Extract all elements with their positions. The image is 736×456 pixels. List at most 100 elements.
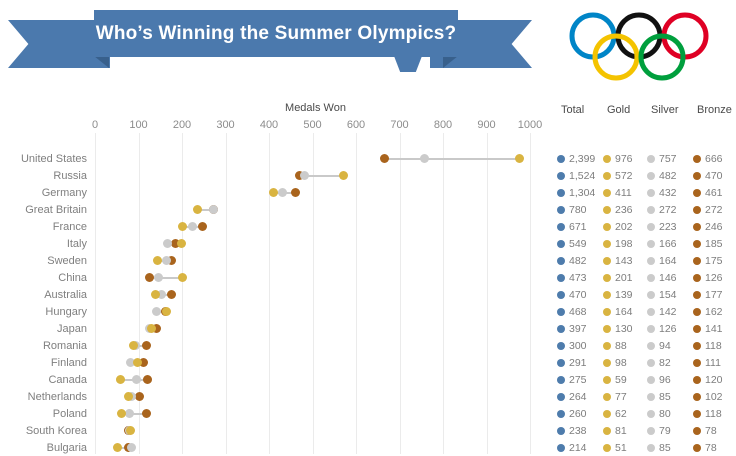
silver-dot (647, 222, 655, 231)
mark-bronze-dot[interactable] (170, 239, 180, 248)
mark-gold-dot[interactable] (128, 341, 138, 350)
mark-gold-dot[interactable] (178, 222, 188, 231)
mark-silver-dot[interactable] (208, 205, 218, 214)
mark-gold-dot[interactable] (125, 426, 135, 435)
mark-gold-dot[interactable] (176, 239, 186, 248)
mark-gold-dot[interactable] (150, 290, 160, 299)
gridlines (95, 133, 537, 454)
cell-bronze: 102 (693, 391, 736, 403)
mark-silver-dot[interactable] (278, 188, 288, 197)
country-label: Italy (66, 237, 87, 250)
mark-gold-dot[interactable] (339, 171, 349, 180)
mark-gold-dot[interactable] (152, 256, 162, 265)
dot-track (95, 422, 542, 439)
mark-silver-dot[interactable] (154, 273, 163, 282)
mark-bronze-dot[interactable] (197, 222, 207, 231)
country-label: Bulgaria (46, 441, 87, 454)
gold-dot (603, 290, 611, 299)
range-line (299, 174, 344, 177)
total-value: 473 (569, 271, 587, 284)
mark-bronze-dot[interactable] (151, 324, 161, 333)
cell-bronze: 120 (693, 374, 736, 386)
range-line (121, 412, 147, 415)
cell-silver: 85 (647, 442, 693, 454)
total-dot (557, 358, 565, 367)
mark-silver-dot[interactable] (157, 290, 167, 299)
mark-bronze-dot[interactable] (142, 375, 152, 384)
mark-gold-dot[interactable] (123, 392, 133, 401)
cell-gold: 236 (603, 204, 647, 216)
x-axis-ticks: 0 100 200 300 400 500 600 700 800 900 1000 (92, 119, 542, 132)
total-dot (557, 443, 565, 452)
silver-dot (647, 409, 655, 418)
cell-bronze: 78 (693, 442, 736, 454)
mark-bronze-dot[interactable] (141, 341, 151, 350)
mark-gold-dot[interactable] (133, 358, 143, 367)
cell-gold: 572 (603, 170, 647, 182)
mark-gold-dot[interactable] (161, 307, 171, 316)
total-value: 470 (569, 288, 587, 301)
mark-bronze-dot[interactable] (380, 154, 390, 163)
bronze-dot (693, 188, 701, 197)
mark-gold-dot[interactable] (112, 443, 122, 452)
mark-bronze-dot[interactable] (145, 273, 155, 282)
mark-bronze-dot[interactable] (141, 409, 151, 418)
mark-silver-dot[interactable] (161, 256, 171, 265)
mark-silver-dot[interactable] (162, 239, 172, 248)
mark-bronze-dot[interactable] (294, 171, 304, 180)
mark-gold-dot[interactable] (193, 205, 203, 214)
total-dot (557, 392, 565, 401)
country-label: Hungary (45, 305, 87, 318)
cell-silver: 164 (647, 255, 693, 267)
mark-silver-dot[interactable] (127, 443, 137, 452)
chart-row: Japan (0, 320, 542, 337)
table-row: 260 62 80 118 (557, 405, 736, 422)
table-row: 397 130 126 141 (557, 320, 736, 337)
mark-gold-dot[interactable] (117, 409, 127, 418)
mark-silver-dot[interactable] (132, 375, 142, 384)
mark-gold-dot[interactable] (116, 375, 126, 384)
total-value: 2,399 (569, 152, 596, 165)
mark-bronze-dot[interactable] (134, 392, 144, 401)
country-label: Australia (44, 288, 87, 301)
chart-row: Bulgaria (0, 439, 542, 456)
mark-gold-dot[interactable] (147, 324, 157, 333)
mark-silver-dot[interactable] (126, 358, 136, 367)
table-row: 1,304 411 432 461 (557, 184, 736, 201)
mark-silver-dot[interactable] (419, 154, 429, 163)
dot-track (95, 303, 542, 320)
chart-row: Canada (0, 371, 542, 388)
mark-gold-dot[interactable] (177, 273, 187, 282)
silver-dot (647, 358, 655, 367)
x-tick-label: 200 (172, 119, 192, 131)
silver-value: 146 (659, 271, 677, 284)
mark-bronze-dot[interactable] (138, 358, 148, 367)
mark-silver-dot[interactable] (300, 171, 310, 180)
cell-total: 549 (557, 238, 603, 250)
gold-dot (603, 341, 611, 350)
mark-bronze-dot[interactable] (291, 188, 301, 197)
mark-bronze-dot[interactable] (167, 290, 177, 299)
cell-total: 780 (557, 204, 603, 216)
country-label: Romania (42, 339, 87, 352)
table-row: 275 59 96 120 (557, 371, 736, 388)
x-tick-label: 600 (346, 119, 366, 131)
cell-silver: 223 (647, 221, 693, 233)
table-row: 264 77 85 102 (557, 388, 736, 405)
mark-silver-dot[interactable] (152, 307, 162, 316)
mark-gold-dot[interactable] (515, 154, 525, 163)
gold-dot (603, 443, 611, 452)
gridline (225, 133, 227, 454)
dot-track (95, 439, 542, 456)
silver-dot (647, 273, 655, 282)
mark-gold-dot[interactable] (269, 188, 279, 197)
cell-gold: 976 (603, 153, 647, 165)
gold-value: 198 (615, 237, 633, 250)
table-rows: 2,399 976 757 666 1,524 572 482 470 1,304 411 432 4… (557, 150, 736, 456)
mark-bronze-dot[interactable] (166, 256, 176, 265)
cell-total: 214 (557, 442, 603, 454)
cell-bronze: 78 (693, 425, 736, 437)
mark-silver-dot[interactable] (187, 222, 197, 231)
mark-silver-dot[interactable] (125, 409, 135, 418)
total-value: 549 (569, 237, 587, 250)
